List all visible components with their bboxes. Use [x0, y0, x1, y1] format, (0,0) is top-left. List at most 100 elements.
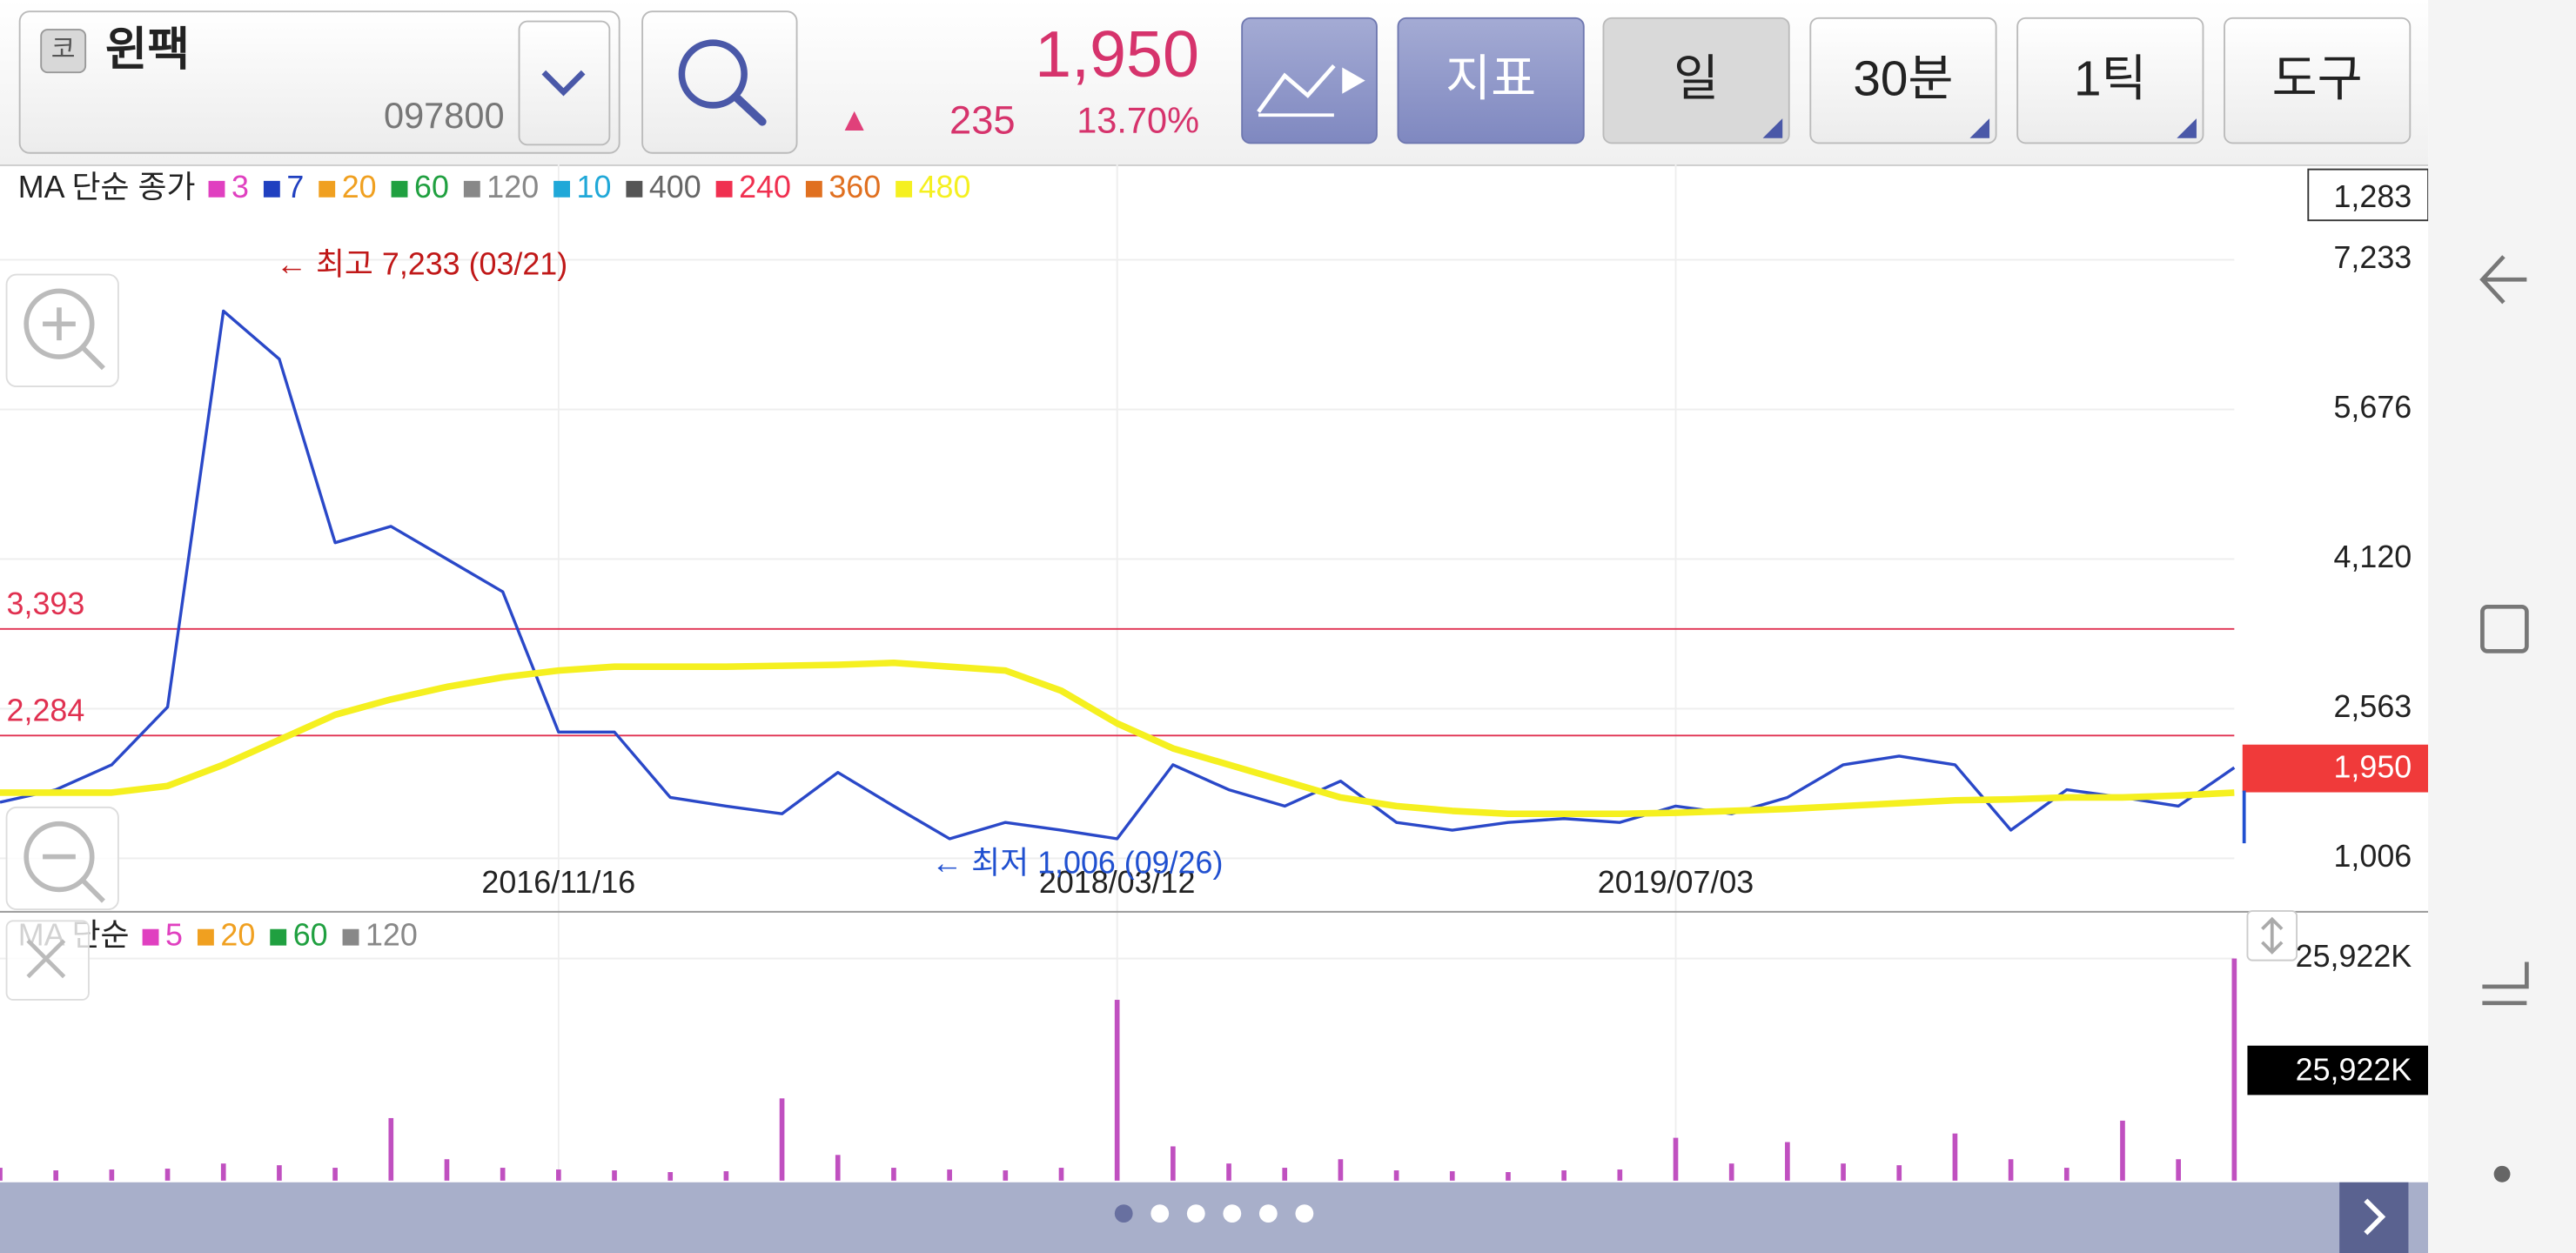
page-dot[interactable]	[1258, 1204, 1278, 1223]
toolbar-button[interactable]	[2016, 17, 2204, 144]
market-badge: 코	[51, 36, 76, 64]
toolbar-button[interactable]	[1602, 17, 1790, 144]
legend-swatch	[342, 928, 359, 946]
chart-type-button[interactable]	[1241, 17, 1378, 144]
search-button[interactable]	[641, 10, 798, 154]
legend-swatch	[553, 180, 571, 198]
legend-label: 20	[342, 170, 377, 204]
volume-bar	[556, 1169, 561, 1181]
volume-bar	[1114, 1000, 1120, 1181]
volume-bar	[1058, 1168, 1064, 1181]
volume-bar	[53, 1170, 59, 1181]
volume-bar	[1952, 1133, 1958, 1181]
price-grid: 1,006 2,563 4,120 5,676 7,233 2016/11/16 2018/…	[0, 164, 2429, 1181]
volume-bar	[1338, 1159, 1344, 1181]
volume-bar	[1785, 1142, 1790, 1181]
legend-swatch	[715, 180, 733, 198]
change: 235	[949, 98, 1016, 143]
volume-bar	[1226, 1163, 1231, 1181]
change-arrow: ▲	[838, 102, 870, 138]
toolbar-button-corner	[1969, 118, 1990, 138]
current-price-label: 1,950	[2333, 750, 2412, 785]
volume-bar	[1728, 1163, 1734, 1181]
volume-bar	[109, 1169, 115, 1181]
volume-bar	[220, 1163, 226, 1181]
volume-bar	[947, 1169, 952, 1181]
search-icon	[678, 39, 748, 109]
legend-title: MA 단순 종가	[18, 170, 196, 204]
dropdown-button[interactable]	[518, 20, 611, 146]
toolbar-button[interactable]	[1809, 17, 1997, 144]
legend-swatch	[263, 180, 280, 198]
legend-swatch	[208, 180, 225, 198]
chart-type-icon-arrow	[1342, 67, 1365, 94]
top-label: 1,283	[2333, 179, 2412, 214]
legend-label: 120	[366, 918, 418, 953]
toolbar-button[interactable]	[1397, 17, 1585, 144]
dropdown-icon	[541, 70, 586, 97]
y-tick-label: 1,006	[2333, 839, 2412, 874]
volume-bar	[164, 1169, 171, 1181]
search-icon-handle	[731, 92, 767, 126]
current-volume-label: 25,922K	[2296, 1052, 2412, 1087]
volume-bar	[1003, 1170, 1009, 1181]
zoom-in-icon	[23, 288, 95, 359]
legend-label: 120	[486, 170, 539, 204]
volume-bar	[1449, 1171, 1455, 1181]
volume-bar	[2063, 1168, 2070, 1181]
stock-name: 윈팩	[105, 23, 190, 75]
volume-bar	[835, 1155, 841, 1181]
close-pane-icon	[26, 939, 66, 979]
volume-bar	[2176, 1159, 2181, 1181]
volume-bar	[2120, 1120, 2125, 1181]
next-button[interactable]	[2339, 1182, 2409, 1253]
nav-recent[interactable]	[2482, 962, 2529, 1006]
volume-bar	[2008, 1159, 2014, 1181]
page-dot[interactable]	[1223, 1204, 1242, 1223]
y-tick-label: 4,120	[2333, 539, 2412, 574]
market-badge-bg	[40, 29, 87, 74]
zoom-in-icon-plus	[43, 307, 105, 371]
legend-swatch	[319, 180, 336, 198]
legend-label: 3	[231, 170, 249, 204]
legend-swatch	[463, 180, 480, 198]
legend-label: 7	[286, 170, 304, 204]
price-lines	[0, 309, 2236, 841]
page-dot[interactable]	[1295, 1204, 1314, 1223]
price-line	[0, 309, 2236, 841]
legend-label: 360	[828, 170, 881, 204]
stock-box[interactable]	[18, 10, 621, 154]
legend-swatch	[197, 928, 214, 946]
x-tick-label: 2018/03/12	[1039, 865, 1195, 900]
x-tick-label: 2019/07/03	[1598, 865, 1754, 900]
volume-bar	[612, 1170, 617, 1181]
volume-bars	[0, 958, 2237, 1181]
volume-bar	[388, 1117, 394, 1181]
volume-bar	[1617, 1169, 1623, 1181]
toolbar: 지표 일 30분 1틱 도구	[1397, 17, 2412, 144]
nav-back[interactable]	[2479, 255, 2527, 305]
zoom-out-icon	[23, 821, 95, 893]
toolbar-button[interactable]	[2224, 17, 2412, 144]
nav-home[interactable]	[2480, 604, 2529, 653]
nav-bar	[2428, 0, 2576, 1253]
bottom-bar	[0, 1182, 2429, 1253]
nav-dot[interactable]	[2493, 1165, 2511, 1183]
page-dot[interactable]	[1114, 1204, 1133, 1223]
ma-line	[0, 660, 2235, 818]
volume-bar	[0, 1168, 3, 1181]
legend-swatch	[391, 180, 408, 198]
volume-bar	[723, 1171, 729, 1181]
volume-bar	[779, 1098, 785, 1181]
next-icon	[2364, 1198, 2386, 1236]
change-pct: 13.70%	[1077, 100, 1199, 141]
zoom-out-icon-minus	[43, 854, 105, 903]
legend-label: 400	[649, 170, 701, 204]
page-dot[interactable]	[1186, 1204, 1205, 1223]
toolbar-button-label: 30분	[1853, 51, 1953, 106]
volume-bar	[332, 1168, 338, 1181]
toolbar-button-label: 지표	[1446, 51, 1536, 106]
current-price-badge	[2242, 744, 2429, 793]
page-dot[interactable]	[1150, 1204, 1170, 1223]
